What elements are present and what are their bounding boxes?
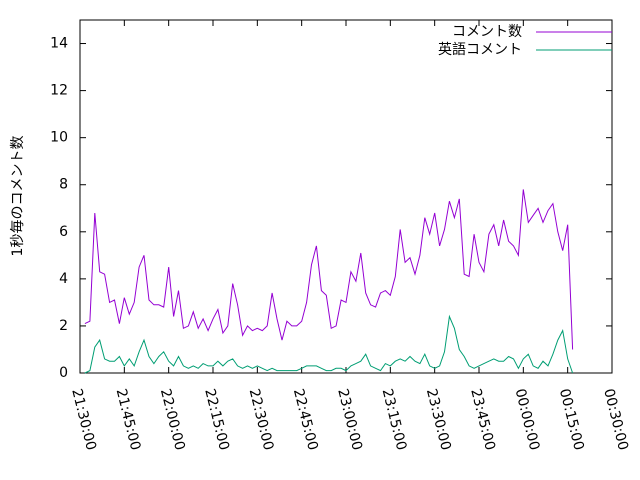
- x-tick-label: 23:15:00: [379, 387, 410, 452]
- x-tick-label: 00:00:00: [512, 387, 543, 452]
- plot-border: [79, 19, 613, 374]
- x-tick-label: 23:30:00: [423, 387, 454, 452]
- x-tick-label: 22:00:00: [157, 387, 188, 452]
- legend-label: コメント数: [452, 24, 522, 40]
- x-tick-label: 00:15:00: [556, 387, 587, 452]
- y-tick-label: 6: [59, 224, 68, 240]
- x-tick-label: 22:45:00: [290, 387, 321, 452]
- x-tick-label: 23:45:00: [467, 387, 498, 452]
- x-tick-label: 22:15:00: [201, 387, 232, 452]
- y-tick-label: 4: [59, 271, 68, 287]
- legend-label: 英語コメント: [438, 41, 522, 58]
- x-tick-label: 21:30:00: [68, 387, 99, 452]
- x-tick-label: 22:30:00: [246, 387, 277, 452]
- y-tick-label: 2: [59, 318, 68, 334]
- x-tick-label: 23:00:00: [334, 387, 365, 452]
- y-tick-label: 12: [50, 83, 68, 99]
- series-line: [84, 314, 574, 374]
- y-tick-label: 0: [59, 365, 68, 381]
- y-axis-label: 1秒毎のコメント数: [10, 136, 26, 257]
- x-tick-label: 21:45:00: [113, 387, 144, 452]
- y-tick-label: 10: [50, 130, 68, 146]
- series-line: [84, 189, 574, 350]
- x-tick-label: 00:30:00: [600, 387, 631, 452]
- y-tick-label: 8: [59, 177, 68, 193]
- y-tick-label: 14: [50, 36, 68, 52]
